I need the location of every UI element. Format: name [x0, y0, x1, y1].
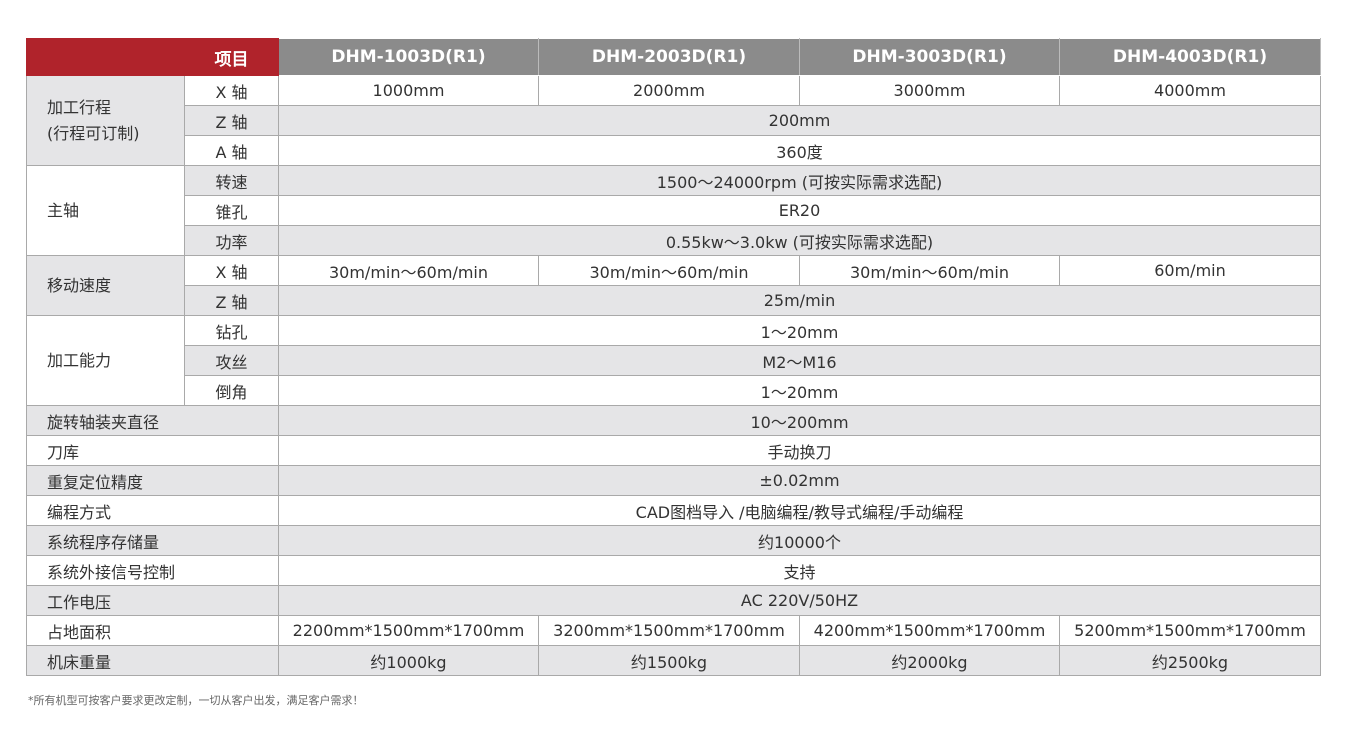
table-row: 加工能力 钻孔 1～20mm [26, 315, 1321, 406]
header-item: 项目 [184, 38, 279, 76]
cell: 约1500kg [538, 645, 800, 676]
table-row: 刀库 手动换刀 [26, 435, 1321, 466]
table-row: Z 轴 25m/min [26, 285, 1321, 316]
cell: 30m/min～60m/min [538, 255, 800, 286]
cell: 10～200mm [278, 405, 1321, 436]
cell: 5200mm*1500mm*1700mm [1059, 615, 1321, 646]
header-row: 项目 DHM-1003D(R1) DHM-2003D(R1) DHM-3003D… [26, 38, 1321, 76]
cell: 1～20mm [278, 375, 1321, 406]
cell: 约2000kg [799, 645, 1060, 676]
header-model: DHM-1003D(R1) [278, 38, 539, 76]
row-label: 机床重量 [26, 645, 279, 676]
cell: 200mm [278, 105, 1321, 136]
cell: 1～20mm [278, 315, 1321, 346]
row-label: 刀库 [26, 435, 279, 466]
table-row: A 轴 360度 [26, 135, 1321, 166]
cell: 1000mm [278, 75, 539, 106]
table-row: 锥孔 ER20 [26, 195, 1321, 226]
row-label: 工作电压 [26, 585, 279, 616]
sub-label: 倒角 [184, 375, 279, 406]
cell: 60m/min [1059, 255, 1321, 286]
footnote: *所有机型可按客户要求更改定制，一切从客户出发，满足客户需求！ [28, 694, 364, 707]
sub-label: X 轴 [184, 255, 279, 286]
table-row: 功率 0.55kw～3.0kw (可按实际需求选配) [26, 225, 1321, 256]
cell: 2200mm*1500mm*1700mm [278, 615, 539, 646]
table-row: 倒角 1～20mm [26, 375, 1321, 406]
cell: 360度 [278, 135, 1321, 166]
row-label: 编程方式 [26, 495, 279, 526]
cell: CAD图档导入 /电脑编程/教导式编程/手动编程 [278, 495, 1321, 526]
cell: 手动换刀 [278, 435, 1321, 466]
table-row: 系统外接信号控制 支持 [26, 555, 1321, 586]
table-row: 系统程序存储量 约10000个 [26, 525, 1321, 556]
cell: 3200mm*1500mm*1700mm [538, 615, 800, 646]
cell: 4200mm*1500mm*1700mm [799, 615, 1060, 646]
row-label: 占地面积 [26, 615, 279, 646]
row-label: 重复定位精度 [26, 465, 279, 496]
table-row: 加工行程 (行程可订制) X 轴 1000mm 2000mm 3000mm 400… [26, 75, 1321, 166]
table-row: 编程方式 CAD图档导入 /电脑编程/教导式编程/手动编程 [26, 495, 1321, 526]
cell: 约1000kg [278, 645, 539, 676]
group-capacity: 加工能力 [26, 315, 185, 406]
table-row: 主轴 转速 1500～24000rpm (可按实际需求选配) [26, 165, 1321, 256]
header-model: DHM-2003D(R1) [538, 38, 800, 76]
cell: 4000mm [1059, 75, 1321, 106]
sub-label: 功率 [184, 225, 279, 256]
cell: ±0.02mm [278, 465, 1321, 496]
row-label: 旋转轴装夹直径 [26, 405, 279, 436]
row-label: 系统外接信号控制 [26, 555, 279, 586]
group-spindle: 主轴 [26, 165, 185, 256]
sub-label: 转速 [184, 165, 279, 196]
sub-label: A 轴 [184, 135, 279, 166]
table-row: 占地面积 2200mm*1500mm*1700mm 3200mm*1500mm*… [26, 615, 1321, 646]
table-row: 移动速度 X 轴 30m/min～60m/min 30m/min～60m/min… [26, 255, 1321, 316]
cell: 3000mm [799, 75, 1060, 106]
cell: M2～M16 [278, 345, 1321, 376]
table-row: 机床重量 约1000kg 约1500kg 约2000kg 约2500kg [26, 645, 1321, 676]
group-label: 加工行程 [47, 97, 112, 117]
sub-label: Z 轴 [184, 285, 279, 316]
cell: 1500～24000rpm (可按实际需求选配) [278, 165, 1321, 196]
cell: 约2500kg [1059, 645, 1321, 676]
table-row: 攻丝 M2～M16 [26, 345, 1321, 376]
spec-table: 项目 DHM-1003D(R1) DHM-2003D(R1) DHM-3003D… [26, 38, 1321, 676]
cell: 25m/min [278, 285, 1321, 316]
row-label: 系统程序存储量 [26, 525, 279, 556]
table-row: 旋转轴装夹直径 10～200mm [26, 405, 1321, 436]
cell: 30m/min～60m/min [799, 255, 1060, 286]
table-row: 重复定位精度 ±0.02mm [26, 465, 1321, 496]
cell: 约10000个 [278, 525, 1321, 556]
sub-label: 钻孔 [184, 315, 279, 346]
cell: 0.55kw～3.0kw (可按实际需求选配) [278, 225, 1321, 256]
cell: 30m/min～60m/min [278, 255, 539, 286]
sub-label: X 轴 [184, 75, 279, 106]
table-row: 工作电压 AC 220V/50HZ [26, 585, 1321, 616]
group-travel: 加工行程 (行程可订制) [26, 75, 185, 166]
cell: 2000mm [538, 75, 800, 106]
cell: 支持 [278, 555, 1321, 586]
sub-label: Z 轴 [184, 105, 279, 136]
group-sublabel: (行程可订制) [47, 123, 140, 143]
cell: ER20 [278, 195, 1321, 226]
group-move: 移动速度 [26, 255, 185, 316]
sub-label: 攻丝 [184, 345, 279, 376]
header-model: DHM-3003D(R1) [799, 38, 1060, 76]
header-model: DHM-4003D(R1) [1059, 38, 1321, 76]
table-row: Z 轴 200mm [26, 105, 1321, 136]
cell: AC 220V/50HZ [278, 585, 1321, 616]
sub-label: 锥孔 [184, 195, 279, 226]
